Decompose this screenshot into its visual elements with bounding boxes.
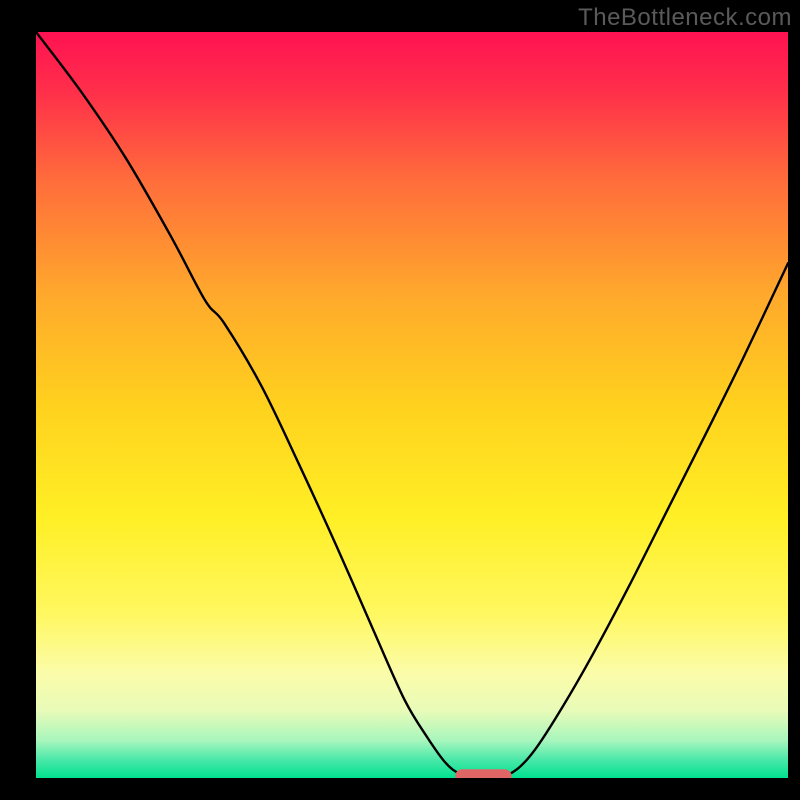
plot-background	[36, 32, 788, 778]
frame-side	[0, 778, 800, 800]
frame-side	[788, 0, 800, 800]
frame-side	[0, 0, 36, 800]
bottleneck-chart	[0, 0, 800, 800]
chart-container: TheBottleneck.com	[0, 0, 800, 800]
watermark-text: TheBottleneck.com	[578, 4, 792, 32]
